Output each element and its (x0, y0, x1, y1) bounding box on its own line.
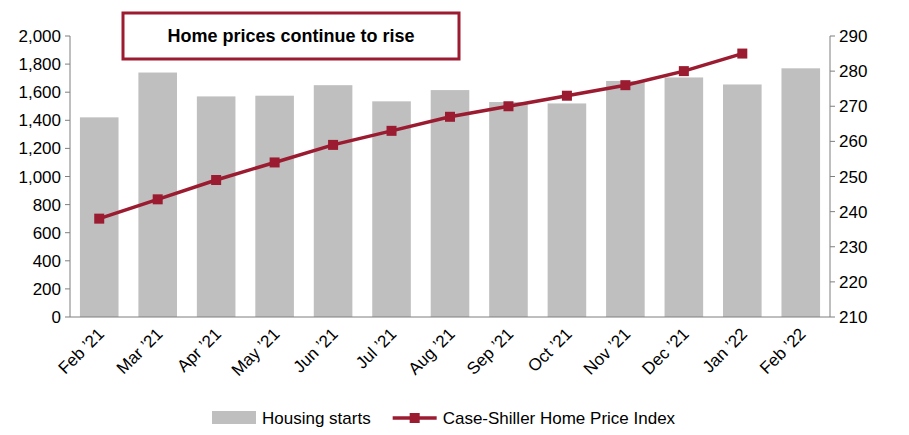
category-label: Sep ’21 (463, 324, 517, 378)
tick (830, 106, 835, 107)
tick (830, 141, 835, 142)
tick (830, 281, 835, 282)
marker (445, 112, 455, 122)
tick (65, 232, 70, 233)
bar (606, 81, 645, 317)
x-axis (70, 317, 830, 318)
tick-label: 270 (839, 97, 867, 116)
tick-label: 240 (839, 203, 867, 222)
tick (65, 92, 70, 93)
category-label: Jan ’22 (699, 324, 751, 376)
tick (65, 148, 70, 149)
tick-label: 2,000 (18, 27, 61, 46)
marker (387, 126, 397, 136)
tick-label: 0 (52, 308, 61, 327)
tick-label: 1,000 (18, 168, 61, 187)
bar (489, 102, 528, 317)
marker (562, 91, 572, 101)
tick-label: 1,600 (18, 83, 61, 102)
tick-label: 1,800 (18, 55, 61, 74)
tick-label: 600 (33, 224, 61, 243)
bar (80, 117, 119, 317)
tick (65, 288, 70, 289)
bar (197, 96, 236, 317)
bar (431, 90, 470, 317)
category-label: Jun ’21 (290, 324, 342, 376)
tick-label: 1,200 (18, 139, 61, 158)
category-label: Nov ’21 (580, 324, 634, 378)
tick (65, 64, 70, 65)
category-label: Oct ’21 (524, 324, 576, 376)
tick-label: 1,400 (18, 111, 61, 130)
tick (830, 211, 835, 212)
tick-label: 210 (839, 308, 867, 327)
tick (65, 120, 70, 121)
marker (503, 101, 513, 111)
bar (723, 84, 762, 317)
marks (80, 49, 820, 317)
tick-label: 400 (33, 252, 61, 271)
tick-label: 250 (839, 168, 867, 187)
tick-label: 260 (839, 132, 867, 151)
tick-label: 220 (839, 273, 867, 292)
tick (830, 176, 835, 177)
bar (548, 103, 587, 317)
tick-label: 800 (33, 196, 61, 215)
bar (665, 77, 704, 317)
category-label: Mar ’21 (113, 324, 167, 378)
tick-label: 230 (839, 238, 867, 257)
tick (65, 36, 70, 37)
legend: Housing starts Case-Shiller Home Price In… (212, 409, 676, 428)
line (99, 54, 742, 219)
marker (153, 194, 163, 204)
category-label: Feb ’22 (756, 324, 810, 378)
tick (65, 260, 70, 261)
category-label: Feb ’21 (55, 324, 109, 378)
tick (830, 36, 835, 37)
bar (781, 68, 820, 317)
annotation: Home prices continue to rise (167, 26, 414, 46)
category-label: May ’21 (228, 324, 284, 380)
marker (211, 175, 221, 185)
tick (65, 317, 70, 318)
tick-label: 290 (839, 27, 867, 46)
tick (830, 317, 835, 318)
category-label: Jul ’21 (352, 324, 400, 372)
marker (679, 66, 689, 76)
marker (620, 80, 630, 90)
tick (830, 246, 835, 247)
tick-label: 200 (33, 280, 61, 299)
tick (65, 176, 70, 177)
tick (830, 71, 835, 72)
category-label: Apr ’21 (173, 324, 225, 376)
legend-label: Case-Shiller Home Price Index (443, 409, 676, 428)
marker (328, 140, 338, 150)
legend-label: Housing starts (262, 409, 371, 428)
category-label: Aug ’21 (405, 324, 459, 378)
legend-swatch (212, 411, 256, 424)
marker (270, 157, 280, 167)
chart: 0 200 400 600 800 1,000 1,200 1,400 1,600 1,800 2,… (0, 0, 909, 435)
category-label: Dec ’21 (638, 324, 692, 378)
annotation-box (123, 13, 459, 59)
bar (314, 85, 353, 317)
tick (65, 204, 70, 205)
marker (737, 49, 747, 59)
bar (255, 96, 294, 317)
legend-marker (410, 413, 420, 423)
tick-label: 280 (839, 62, 867, 81)
marker (94, 214, 104, 224)
